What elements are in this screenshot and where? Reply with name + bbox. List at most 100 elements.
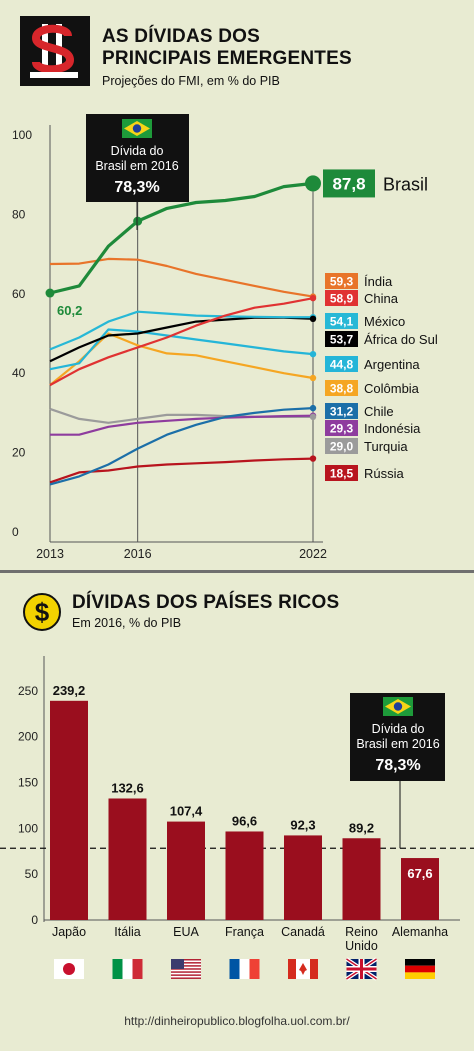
- series-value-label: 18,5: [330, 467, 354, 481]
- x-tick-label: 2013: [36, 547, 64, 561]
- series-value-box: [325, 380, 358, 396]
- usa-flag-icon: [171, 959, 201, 979]
- italy-flag-icon: [112, 959, 143, 979]
- y-tick-label: 40: [12, 366, 26, 380]
- y-tick-label: 200: [18, 730, 38, 744]
- series-name-label: Indonésia: [364, 421, 421, 436]
- bar: [401, 858, 439, 920]
- category-label: França: [225, 925, 264, 939]
- line-chart-emergentes: 0 20 40 60 80 100 2013 2016 2022 87,8 Brasil 59,3 Í…: [12, 114, 438, 561]
- y-tick-label: 20: [12, 446, 26, 460]
- category-label-line2: Unido: [345, 939, 378, 953]
- series-end-point: [309, 350, 317, 358]
- series-value-label: 59,3: [330, 275, 354, 289]
- series-value-box: [325, 420, 358, 436]
- series-value-box: [325, 438, 358, 454]
- callout1-line2: Brasil em 2016: [95, 159, 178, 173]
- bar: [167, 821, 205, 920]
- section-divider: [0, 570, 474, 573]
- brasil-start-label: 60,2: [57, 303, 82, 318]
- germany-flag-icon: [405, 959, 435, 979]
- series-line: [49, 257, 314, 298]
- series-name-label: Índia: [364, 274, 393, 289]
- series-end-point: [309, 404, 317, 412]
- x-tick-label: 2016: [124, 547, 152, 561]
- category-label: Canadá: [281, 925, 325, 939]
- callout2-value: 78,3%: [375, 757, 420, 774]
- series-name-label: África do Sul: [364, 332, 438, 347]
- series-value-box: [325, 313, 358, 329]
- y-tick-label: 50: [25, 867, 39, 881]
- bar: [284, 835, 322, 920]
- bar-value-label: 132,6: [111, 780, 144, 795]
- series-name-label: Rússia: [364, 466, 405, 481]
- series-value-box: [325, 273, 358, 289]
- x-tick-label: 2022: [299, 547, 327, 561]
- france-flag-icon: [229, 959, 260, 979]
- bar-value-label: 89,2: [349, 820, 374, 835]
- brasil-value-box: [323, 169, 375, 198]
- category-label: Itália: [114, 925, 140, 939]
- series-value-box: [325, 331, 358, 347]
- series-value-label: 54,1: [330, 315, 354, 329]
- series-end-point: [309, 315, 317, 323]
- bar: [108, 798, 147, 920]
- series-value-label: 29,0: [330, 440, 354, 454]
- series-value-label: 44,8: [330, 358, 354, 372]
- chart2-subtitle: Em 2016, % do PIB: [72, 616, 182, 630]
- category-label: Reino: [345, 925, 378, 939]
- series-value-label: 58,9: [330, 292, 354, 306]
- y-tick-label: 250: [18, 684, 38, 698]
- category-label: Japão: [52, 925, 86, 939]
- series-line: [49, 181, 314, 295]
- series-line: [49, 310, 313, 351]
- series-end-point: [309, 294, 317, 302]
- series-line: [49, 297, 314, 387]
- series-end-point: [309, 455, 317, 462]
- series-name-label: Argentina: [364, 357, 420, 372]
- series-line: [49, 457, 314, 484]
- chart2-title: DÍVIDAS DOS PAÍSES RICOS: [72, 592, 340, 613]
- series-end-point: [309, 374, 317, 382]
- y-tick-label: 100: [18, 821, 38, 835]
- callout1-line1: Dívida do: [111, 144, 164, 158]
- series-value-label: 38,8: [330, 382, 354, 396]
- footer-url[interactable]: http://dinheiropublico.blogfolha.uol.com…: [124, 1014, 350, 1028]
- series-name-label: México: [364, 314, 405, 329]
- series-value-box: [325, 403, 358, 419]
- svg-text:$: $: [35, 597, 50, 627]
- y-tick-label: 100: [12, 128, 32, 142]
- bar: [50, 700, 88, 920]
- callout2-line2: Brasil em 2016: [356, 737, 439, 751]
- debt-logo-icon: [20, 16, 90, 86]
- chart1-title-line1: AS DÍVIDAS DOS: [102, 26, 260, 47]
- uk-flag-icon: [345, 957, 378, 981]
- brasil-name-label: Brasil: [383, 174, 428, 194]
- y-tick-label: 150: [18, 776, 38, 790]
- series-line: [49, 332, 314, 386]
- series-value-label: 31,2: [330, 405, 354, 419]
- bar-value-label: 239,2: [53, 683, 86, 698]
- y-tick-label: 60: [12, 287, 26, 301]
- canada-flag-icon: [288, 959, 318, 979]
- brasil-point-2022: [305, 175, 321, 192]
- series-end-point: [309, 413, 317, 421]
- dollar-coin-icon: $: [22, 592, 62, 632]
- series-line: [50, 414, 314, 436]
- callout2-line1: Dívida do: [372, 722, 425, 736]
- brasil-point-2013: [45, 288, 55, 298]
- bar-value-label: 92,3: [290, 817, 315, 832]
- category-label: EUA: [173, 925, 199, 939]
- series-line: [49, 328, 314, 371]
- chart1-subtitle: Projeções do FMI, em % do PIB: [102, 74, 280, 88]
- callout-brasil-2016: Dívida do Brasil em 2016 78,3%: [86, 114, 189, 230]
- brasil-value-label: 87,8: [332, 174, 365, 193]
- brazil-flag-icon: [122, 119, 152, 138]
- japan-flag-icon: [54, 959, 84, 979]
- brazil-flag-icon: [383, 697, 413, 716]
- callout1-value: 78,3%: [114, 179, 159, 196]
- y-tick-label: 0: [31, 913, 38, 927]
- callout2-brasil-2016: Dívida do Brasil em 2016 78,3%: [350, 693, 445, 781]
- bar: [342, 838, 381, 920]
- bar-value-label: 67,6: [407, 866, 432, 881]
